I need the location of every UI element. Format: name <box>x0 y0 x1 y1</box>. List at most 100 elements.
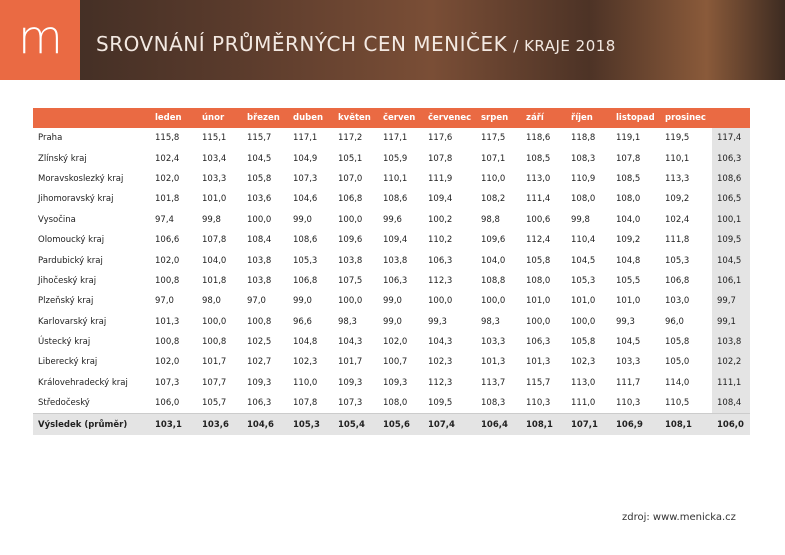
value-cell: 103,1 <box>150 413 197 435</box>
value-cell: 111,8 <box>665 235 690 246</box>
value-cell: 117,2 <box>338 133 363 144</box>
average-cell: 104,5 <box>712 250 750 271</box>
value-cell: 99,0 <box>293 296 312 307</box>
value-cell: 107,8 <box>428 153 453 164</box>
logo: m <box>0 0 80 80</box>
region-cell: Liberecký kraj <box>38 357 98 368</box>
table-row: Jihomoravský kraj 101,8 101,0 103,6 104,6 106… <box>33 189 750 210</box>
header-cell <box>712 108 750 128</box>
value-cell: 111,0 <box>571 398 596 409</box>
value-cell: 107,3 <box>293 173 318 184</box>
value-cell: 100,2 <box>428 214 453 225</box>
value-cell: 107,8 <box>293 398 318 409</box>
region-cell: Olomoucký kraj <box>38 235 105 246</box>
value-cell: 101,3 <box>526 357 551 368</box>
value-cell: 109,6 <box>481 235 506 246</box>
value-cell: 99,0 <box>383 316 402 327</box>
value-cell: 104,3 <box>428 337 453 348</box>
value-cell: 105,7 <box>202 398 227 409</box>
value-cell: 107,0 <box>338 173 363 184</box>
table-row: Jihočeský kraj 100,8 101,8 103,8 106,8 107,5 1… <box>33 270 750 292</box>
value-cell: 100,8 <box>155 337 180 348</box>
value-cell: 115,8 <box>155 133 180 144</box>
value-cell: 108,0 <box>616 194 641 205</box>
value-cell: 105,3 <box>293 255 318 266</box>
value-cell: 105,1 <box>338 153 363 164</box>
value-cell: 108,0 <box>571 194 596 205</box>
table-row: Moravskoslezký kraj 102,0 103,3 105,8 107,3 1… <box>33 168 750 190</box>
region-cell: Moravskoslezký kraj <box>38 173 124 184</box>
header-cell <box>33 108 150 128</box>
table-row: Královehradecký kraj 107,3 107,7 109,3 110,0… <box>33 372 750 394</box>
value-cell: 105,8 <box>247 173 272 184</box>
banner: m SROVNÁNÍ PRŮMĚRNÝCH CEN MENIČEK / KRAJE… <box>0 0 785 80</box>
header-cell: říjen <box>566 108 611 128</box>
value-cell: 115,7 <box>526 377 551 388</box>
value-cell: 103,6 <box>197 413 242 435</box>
value-cell: 118,8 <box>571 133 596 144</box>
region-cell: Pardubický kraj <box>38 255 103 266</box>
value-cell: 105,5 <box>616 275 641 286</box>
value-cell: 104,6 <box>242 413 288 435</box>
value-cell: 104,0 <box>616 214 641 225</box>
value-cell: 106,3 <box>526 337 551 348</box>
value-cell: 106,3 <box>383 275 408 286</box>
value-cell: 104,8 <box>616 255 641 266</box>
value-cell: 117,6 <box>428 133 453 144</box>
table-row: Karlovarský kraj 101,3 100,0 100,8 96,6 98,3 9… <box>33 311 750 332</box>
value-cell: 108,3 <box>571 153 596 164</box>
value-cell: 102,4 <box>665 214 690 225</box>
value-cell: 107,4 <box>423 413 476 435</box>
average-cell: 117,4 <box>712 128 750 149</box>
header-cell: prosinec <box>660 108 712 128</box>
value-cell: 102,3 <box>571 357 596 368</box>
value-cell: 106,3 <box>247 398 272 409</box>
value-cell: 108,1 <box>660 413 712 435</box>
value-cell: 100,0 <box>428 296 453 307</box>
value-cell: 110,3 <box>526 398 551 409</box>
value-cell: 103,3 <box>202 173 227 184</box>
average-cell: 103,8 <box>712 331 750 353</box>
region-cell: Praha <box>38 133 63 144</box>
value-cell: 102,0 <box>155 255 180 266</box>
header-cell: srpen <box>476 108 521 128</box>
value-cell: 108,5 <box>526 153 551 164</box>
value-cell: 107,5 <box>338 275 363 286</box>
value-cell: 112,4 <box>526 235 551 246</box>
value-cell: 100,0 <box>247 214 272 225</box>
table-row: Plzeňský kraj 97,0 98,0 97,0 99,0 100,0 99,0 10… <box>33 291 750 312</box>
header-cell: červenec <box>423 108 476 128</box>
value-cell: 114,0 <box>665 377 690 388</box>
average-cell: 106,0 <box>712 413 750 435</box>
value-cell: 108,4 <box>247 235 272 246</box>
table-body: leden únor březen duben květen červen červenec… <box>33 108 750 435</box>
table-row: Pardubický kraj 102,0 104,0 103,8 105,3 103,8… <box>33 250 750 271</box>
price-table: leden únor březen duben květen červen červenec… <box>33 108 750 435</box>
value-cell: 101,3 <box>481 357 506 368</box>
value-cell: 112,3 <box>428 377 453 388</box>
value-cell: 103,3 <box>481 337 506 348</box>
value-cell: 106,6 <box>155 235 180 246</box>
value-cell: 100,8 <box>202 337 227 348</box>
value-cell: 107,1 <box>566 413 611 435</box>
value-cell: 117,1 <box>383 133 408 144</box>
value-cell: 97,0 <box>247 296 266 307</box>
header-cell: leden <box>150 108 197 128</box>
table-row: Ústecký kraj 100,8 100,8 102,5 104,8 104,3 102… <box>33 331 750 353</box>
value-cell: 100,0 <box>481 296 506 307</box>
value-cell: 108,2 <box>481 194 506 205</box>
value-cell: 102,5 <box>247 337 272 348</box>
value-cell: 103,8 <box>338 255 363 266</box>
value-cell: 104,0 <box>202 255 227 266</box>
value-cell: 104,5 <box>571 255 596 266</box>
value-cell: 110,1 <box>383 173 408 184</box>
region-cell: Vysočina <box>38 214 76 225</box>
value-cell: 107,7 <box>202 377 227 388</box>
value-cell: 105,3 <box>665 255 690 266</box>
logo-text: m <box>18 10 63 64</box>
value-cell: 102,7 <box>247 357 272 368</box>
header-cell: červen <box>378 108 423 128</box>
value-cell: 117,5 <box>481 133 506 144</box>
average-cell: 106,3 <box>712 148 750 169</box>
value-cell: 99,0 <box>293 214 312 225</box>
